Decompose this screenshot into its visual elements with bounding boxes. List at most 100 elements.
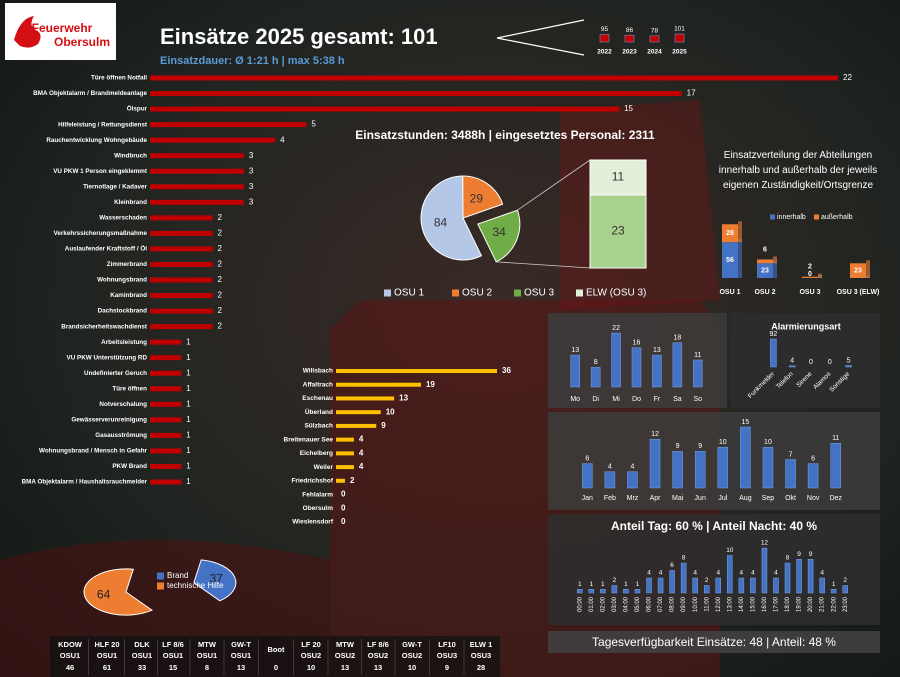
x-tick-label: 07:00 xyxy=(658,596,664,612)
bar xyxy=(627,471,638,489)
bar xyxy=(150,199,244,205)
value-label: 95 xyxy=(601,26,609,33)
bar xyxy=(761,547,768,594)
value-label: 22 xyxy=(843,73,852,82)
value-label: 1 xyxy=(186,384,191,393)
bar-side xyxy=(773,260,777,278)
slice-label: 29 xyxy=(470,191,484,205)
logo-text: Obersulm xyxy=(54,35,110,49)
bar xyxy=(336,451,354,456)
segment-label: 56 xyxy=(726,257,734,264)
bar xyxy=(727,555,733,594)
x-tick-label: 12:00 xyxy=(716,596,722,612)
y-tick-label: Wohnungsbrand xyxy=(97,277,147,284)
legend-swatch xyxy=(384,289,391,297)
y-tick-label: Überland xyxy=(305,407,333,416)
bar xyxy=(150,401,182,407)
bar xyxy=(738,577,745,594)
vehicle-name: HLF 20 xyxy=(94,640,119,649)
vehicle-count: 10 xyxy=(408,663,416,672)
y-tick-label: Affaltrach xyxy=(303,381,333,388)
vehicle-unit: OSU3 xyxy=(437,651,457,660)
bar xyxy=(150,324,213,330)
x-tick-label: 20:00 xyxy=(808,596,814,612)
y-tick-label: VU PKW Unterstützung RD xyxy=(67,354,148,361)
y-tick-label: Auslaufender Kraftstoff / Öl xyxy=(65,244,147,253)
value-label: 1 xyxy=(636,581,640,588)
value-label: 1 xyxy=(186,446,191,455)
segment-label: 11 xyxy=(612,170,625,184)
bar xyxy=(740,426,751,489)
bar xyxy=(336,410,381,415)
x-tick-label: 17:00 xyxy=(774,596,780,612)
value-label: 5 xyxy=(847,357,851,364)
y-tick-label: Friedrichshof xyxy=(291,478,333,485)
y-tick-label: Eschenau xyxy=(302,395,333,402)
value-label: 4 xyxy=(774,570,778,577)
bar xyxy=(672,451,683,489)
bar xyxy=(770,338,777,368)
value-label: 4 xyxy=(716,570,720,577)
x-tick-label: 09:00 xyxy=(681,596,687,612)
vehicle-count: 13 xyxy=(374,663,382,672)
bar xyxy=(150,355,182,361)
bar xyxy=(611,332,621,388)
value-label: 9 xyxy=(698,443,702,450)
bar xyxy=(692,577,698,594)
value-label: 78 xyxy=(651,28,659,35)
bar xyxy=(750,577,756,594)
footer-text: Tagesverfügbarkeit Einsätze: 48 | Anteil… xyxy=(592,635,836,649)
bar xyxy=(717,447,729,489)
bar xyxy=(611,585,618,594)
x-tick-label: Jul xyxy=(718,495,727,502)
x-tick-label: OSU 1 xyxy=(719,289,740,296)
legend-label: technische Hilfe xyxy=(167,581,224,590)
x-tick-label: 11:00 xyxy=(704,596,710,611)
segment-label: 28 xyxy=(726,230,734,237)
y-tick-label: Wieslensdorf xyxy=(292,519,334,526)
bar xyxy=(631,347,642,388)
legend-label: OSU 2 xyxy=(462,288,492,299)
value-label: 0 xyxy=(828,359,832,366)
bar xyxy=(150,370,182,376)
bar xyxy=(624,34,635,43)
y-tick-label: Hilfeleistung / Rettungsdienst xyxy=(58,121,148,128)
vehicle-name: MTW xyxy=(336,640,355,649)
vehicle-count: 13 xyxy=(341,663,349,672)
bar-segment xyxy=(722,242,738,278)
value-label: 2 xyxy=(218,306,223,315)
value-label: 4 xyxy=(359,448,364,457)
value-label: 13 xyxy=(571,347,579,354)
y-tick-label: Willsbach xyxy=(303,368,333,375)
bar xyxy=(150,106,620,112)
bar-side xyxy=(818,273,822,278)
value-label: 2 xyxy=(705,577,709,584)
pie-title: Einsatzstunden: 3488h | eingesetztes Per… xyxy=(355,128,655,142)
value-label: 0 xyxy=(809,359,813,366)
vehicle-unit: OSU1 xyxy=(97,651,117,660)
bar xyxy=(788,365,796,368)
x-tick-label: Feb xyxy=(604,495,616,502)
value-label: 0 xyxy=(341,503,346,512)
x-tick-label: Aug xyxy=(739,495,752,502)
x-tick-label: 2023 xyxy=(622,49,637,56)
vehicle-unit: OSU2 xyxy=(402,651,422,660)
bar xyxy=(588,589,595,594)
x-tick-label: So xyxy=(694,396,703,403)
vehicle-unit: OSU2 xyxy=(368,651,388,660)
bar xyxy=(694,451,706,489)
bar xyxy=(150,261,213,267)
bar xyxy=(150,75,838,81)
vehicle-count: 0 xyxy=(274,663,278,672)
value-label: 10 xyxy=(764,439,772,446)
x-tick-label: Dez xyxy=(829,495,842,502)
bar xyxy=(830,589,837,594)
value-label: 2 xyxy=(218,244,223,253)
bar xyxy=(623,589,629,594)
value-label: 1 xyxy=(186,368,191,377)
value-label: 4 xyxy=(659,570,663,577)
y-tick-label: Türe öffnen Notfall xyxy=(91,75,147,82)
value-label: 1 xyxy=(186,415,191,424)
bar xyxy=(336,369,497,373)
